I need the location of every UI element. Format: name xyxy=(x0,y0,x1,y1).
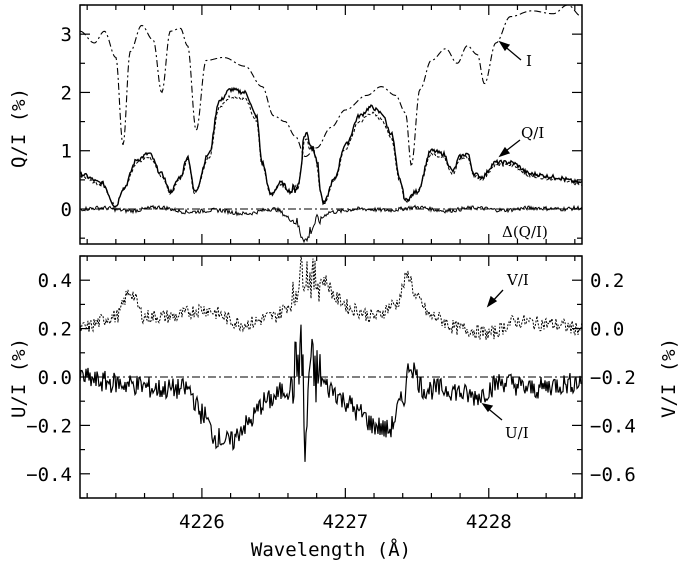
annotation-arrows xyxy=(481,40,522,421)
bottom-y2-tick-label: −0.4 xyxy=(590,415,636,437)
annotation-delta-q-over-i: Δ(Q/I) xyxy=(502,223,548,241)
top-y-tick-label: 3 xyxy=(61,24,72,46)
x-tick-label: 4227 xyxy=(322,511,368,533)
x-tick-label: 4226 xyxy=(179,511,225,533)
series-q-over-i-line xyxy=(80,86,583,208)
annotation-i: I xyxy=(526,52,532,70)
top-panel-ylabel: Q/I (%) xyxy=(8,88,30,168)
bottom-panel-series xyxy=(79,255,583,462)
bottom-y-tick-label: 0.4 xyxy=(38,270,72,292)
x-tick-label: 4228 xyxy=(466,511,512,533)
annotation-v-over-i: V/I xyxy=(506,271,529,289)
axis-ticks: 4226 4227 4228 0 1 2 3 0.4 0.2 0.0 −0.2 −0.4 0.2 0.0 −… xyxy=(26,4,636,533)
annotation-u-over-i: U/I xyxy=(505,424,529,442)
top-panel-series xyxy=(79,4,583,244)
bottom-panel-y2label: V/I (%) xyxy=(658,338,680,418)
series-i-line xyxy=(79,4,583,166)
bottom-y-tick-label: −0.2 xyxy=(26,415,72,437)
top-y-tick-label: 1 xyxy=(61,141,72,163)
top-y-tick-label: 2 xyxy=(61,82,72,104)
series-v-over-i-line xyxy=(79,255,583,340)
bottom-y-tick-label: 0.0 xyxy=(38,367,72,389)
top-panel-frame xyxy=(79,4,583,245)
bottom-y-tick-label: −0.4 xyxy=(26,464,72,486)
bottom-panel-ylabel: U/I (%) xyxy=(8,338,30,418)
series-u-over-i-line xyxy=(79,324,583,462)
bottom-y2-tick-label: 0.0 xyxy=(590,319,624,341)
annotation-q-over-i: Q/I xyxy=(521,124,544,142)
bottom-y-tick-label: 0.2 xyxy=(38,319,72,341)
series-delta-q-over-i-line xyxy=(79,204,583,244)
bottom-y2-tick-label: 0.2 xyxy=(590,270,624,292)
top-y-tick-label: 0 xyxy=(61,199,72,221)
x-axis-label: Wavelength (Å) xyxy=(251,538,411,561)
bottom-y2-tick-label: −0.6 xyxy=(590,464,636,486)
bottom-y2-tick-label: −0.2 xyxy=(590,367,636,389)
